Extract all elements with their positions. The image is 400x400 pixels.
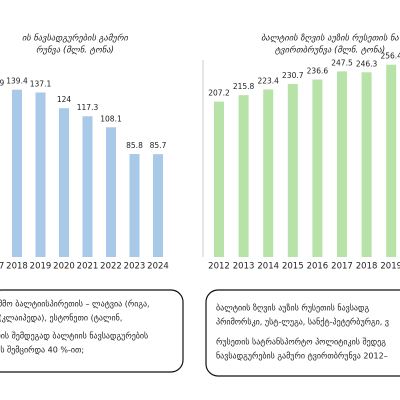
x-tick-label: 2019	[30, 262, 52, 272]
chart-title: ტვირთბრუნვა (მლნ. ტონა)	[275, 45, 385, 56]
bar	[214, 101, 224, 257]
x-tick-label: 2017	[331, 262, 353, 272]
bar	[106, 127, 116, 257]
bar	[238, 95, 249, 258]
chart-title: ბალტიის ზღვის აუზის რუსეთის ნა	[261, 33, 399, 44]
bar	[35, 92, 46, 257]
note-text: სის შემცირდა 40 %-ით;	[0, 345, 84, 355]
note-text: მმო ბალტიისპირეთის – ლატვია (რიგა,	[0, 299, 150, 309]
bar	[312, 79, 323, 257]
x-tick-label: 2022	[100, 262, 122, 272]
x-tick-label: 2016	[307, 262, 329, 272]
note-text: ბალტიის ზღვის აუზის რუსეთის ნავსადგ	[216, 303, 370, 313]
x-tick-label: 2012	[208, 262, 230, 272]
value-label: 137.9	[0, 79, 4, 88]
value-label: 85.8	[126, 141, 143, 150]
value-label: 230.7	[282, 71, 304, 80]
value-label: 207.2	[208, 89, 230, 98]
chart-title: რუნვა (მლნ. ტონა)	[36, 45, 114, 56]
note-text: რთის შემდეგად ბალტიის ნავსადგურების	[0, 331, 148, 341]
value-label: 85.7	[150, 141, 167, 150]
note-text: პრიმორსკი, უსტ-ლუგა, სანქტ-პეტერბურგი, ვ	[216, 317, 389, 327]
note-text: ა (კლაიპედა), ესტონეთი (ტალინ,	[0, 313, 122, 323]
bar	[82, 116, 93, 258]
value-label: 246.3	[356, 59, 378, 68]
bar	[337, 71, 347, 257]
x-tick-label: 2019	[380, 262, 400, 272]
value-label: 236.6	[307, 67, 329, 76]
bar	[59, 108, 69, 257]
bar	[129, 154, 140, 257]
bar	[12, 89, 22, 257]
x-tick-label: 2020	[53, 262, 75, 272]
bar	[361, 72, 372, 258]
note-box	[0, 289, 184, 373]
x-tick-label: 2013	[233, 262, 255, 272]
x-tick-label: 2023	[124, 262, 146, 272]
bar	[263, 89, 274, 257]
bar	[386, 64, 397, 257]
value-label: 124	[57, 95, 72, 104]
value-label: 256.4	[380, 52, 400, 61]
bar	[153, 154, 163, 257]
bar	[287, 83, 298, 257]
value-label: 137.1	[30, 79, 52, 88]
value-label: 139.4	[6, 77, 28, 86]
value-label: 223.4	[257, 76, 279, 85]
chart-title: ის ნავსადგურების გამური	[22, 33, 129, 44]
x-tick-label: 2018	[356, 262, 378, 272]
value-label: 215.8	[233, 82, 255, 91]
x-tick-label: 2024	[147, 262, 169, 272]
value-label: 247.5	[331, 58, 353, 67]
x-tick-label: 2014	[257, 262, 279, 272]
x-tick-label: 2021	[77, 262, 99, 272]
x-tick-label: 2017	[0, 262, 4, 272]
value-label: 108.1	[100, 114, 122, 123]
x-tick-label: 2018	[6, 262, 28, 272]
value-label: 117.3	[77, 103, 99, 112]
note-text: რუსეთის სატრანსპორტო პოლიტიკის შედეგ	[216, 337, 386, 347]
note-box	[205, 289, 400, 377]
note-text: ნავსადგურების გამური ტვირთბრუნვა 2012–	[216, 351, 388, 361]
x-tick-label: 2015	[282, 262, 304, 272]
